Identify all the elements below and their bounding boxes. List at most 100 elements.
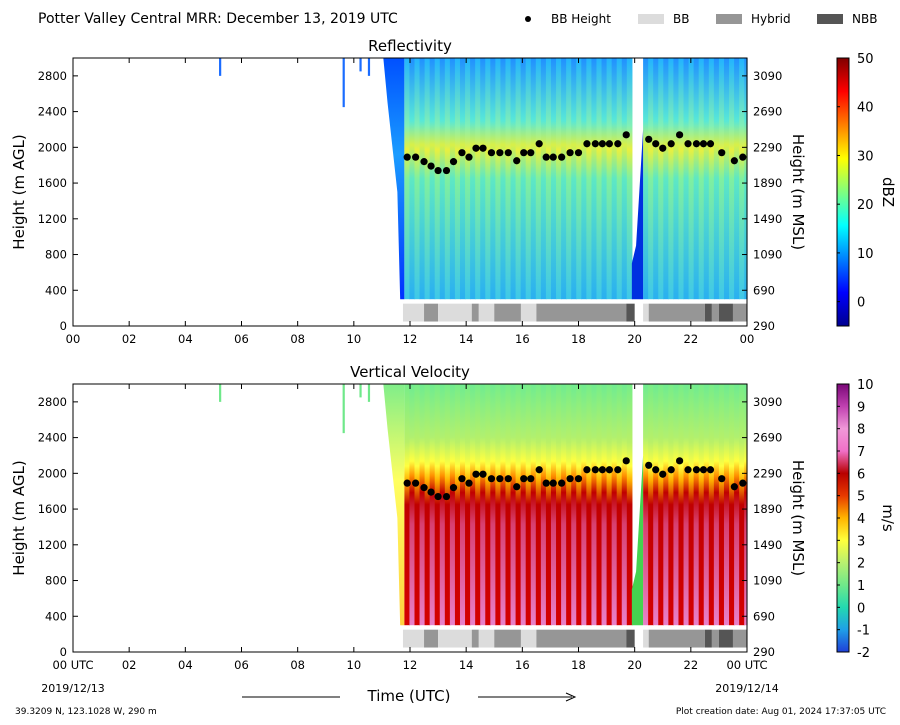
reflectivity-x-tick-label: 12 <box>403 332 418 346</box>
reflectivity-data-column <box>693 58 700 300</box>
reflectivity-bb-height-point <box>591 140 599 148</box>
velocity-bb-height-point <box>465 479 473 487</box>
reflectivity-data-column <box>434 58 441 300</box>
legend-bb-height-marker <box>525 16 531 22</box>
velocity-title: Vertical Velocity <box>350 363 470 381</box>
reflectivity-data-field <box>219 58 748 300</box>
reflectivity-x-tick-label: 10 <box>347 332 362 346</box>
reflectivity-bb-class-segment-hybrid <box>536 303 627 322</box>
reflectivity-data-column <box>718 58 725 300</box>
reflectivity-bb-class-segment-nbb <box>626 303 635 322</box>
figure-title: Potter Valley Central MRR: December 13, … <box>38 11 398 27</box>
reflectivity-data-column <box>566 58 572 300</box>
velocity-bb-height-point <box>659 470 667 478</box>
reflectivity-bb-height-point <box>605 140 613 148</box>
velocity-data-column <box>424 384 431 626</box>
velocity-y-axis-label: Height (m AGL) <box>10 460 28 575</box>
reflectivity-x-tick-label: 04 <box>178 332 193 346</box>
reflectivity-bb-height-point <box>403 153 411 161</box>
reflectivity-data-column <box>424 58 431 300</box>
reflectivity-data-column <box>419 58 426 300</box>
reflectivity-bb-height-point <box>472 144 480 152</box>
velocity-data-column <box>723 384 730 626</box>
velocity-bb-class-segment-nbb <box>718 629 733 648</box>
reflectivity-data-column <box>643 58 649 300</box>
velocity-data-column <box>739 384 745 626</box>
velocity-x-tick-label: 06 <box>234 658 249 672</box>
velocity-bb-height-point <box>427 488 435 496</box>
velocity-x-tick-label: 14 <box>459 658 474 672</box>
reflectivity-x-tick-label: 00 <box>740 332 755 346</box>
velocity-x-tick-label: 12 <box>403 658 418 672</box>
reflectivity-y2-tick-label: 2690 <box>753 105 782 119</box>
velocity-bb-height-point <box>520 475 528 483</box>
velocity-bb-height-point <box>652 466 660 474</box>
legend-nbb-label: NBB <box>852 12 877 26</box>
reflectivity-echo-streak <box>359 58 362 72</box>
velocity-bb-height-point <box>449 484 458 492</box>
reflectivity-bb-height-point <box>718 149 726 157</box>
reflectivity-y2-axis-label: Height (m MSL) <box>789 134 807 250</box>
reflectivity-y2-tick-label: 3090 <box>753 69 782 83</box>
reflectivity-data-column <box>439 58 446 300</box>
reflectivity-data-column <box>414 58 421 300</box>
time-arrow-head <box>565 692 577 702</box>
reflectivity-bb-height-point <box>659 144 667 152</box>
reflectivity-bb-height-point <box>676 131 684 139</box>
reflectivity-x-tick-label: 14 <box>459 332 474 346</box>
reflectivity-data-column <box>668 58 675 300</box>
reflectivity-y-axis-label: Height (m AGL) <box>10 134 28 249</box>
reflectivity-colorbar-tick-label: 0 <box>857 296 865 311</box>
reflectivity-bb-height-point <box>479 144 487 152</box>
velocity-data-column <box>419 384 426 626</box>
reflectivity-bb-height-series <box>403 131 747 175</box>
velocity-data-column <box>525 384 532 626</box>
legend-nbb-swatch <box>817 14 843 24</box>
velocity-data-column <box>439 384 446 626</box>
velocity-data-column <box>429 384 436 626</box>
reflectivity-data-column <box>653 58 659 300</box>
velocity-data-column <box>495 384 502 626</box>
velocity-y2-tick-label: 290 <box>753 645 775 659</box>
velocity-bb-height-point <box>645 461 653 469</box>
reflectivity-colorbar <box>836 57 850 327</box>
reflectivity-data-column <box>621 58 628 300</box>
reflectivity-y-tick-label: 2800 <box>38 69 67 83</box>
reflectivity-data-column <box>571 58 577 300</box>
velocity-data-column <box>520 384 527 626</box>
reflectivity-bb-height-point <box>449 158 458 166</box>
velocity-y2-tick-label: 3090 <box>753 395 782 409</box>
velocity-data-column <box>673 384 680 626</box>
velocity-data-column <box>465 384 471 626</box>
velocity-bb-height-point <box>583 466 591 474</box>
velocity-bb-height-point <box>676 457 684 465</box>
velocity-echo-streak <box>342 384 345 434</box>
velocity-bb-class-segment-hybrid <box>648 629 705 648</box>
reflectivity-bb-height-point <box>583 140 591 148</box>
velocity-x-tick-label: 08 <box>290 658 305 672</box>
reflectivity-data-column <box>550 58 557 300</box>
velocity-data-column <box>414 384 421 626</box>
reflectivity-data-column <box>616 58 623 300</box>
velocity-bb-height-point <box>574 475 583 483</box>
reflectivity-data-column <box>510 58 517 300</box>
velocity-echo-streak <box>219 384 222 402</box>
reflectivity-bb-height-point <box>706 140 715 148</box>
velocity-bb-height-point <box>622 457 630 465</box>
velocity-gap-fill <box>631 455 644 626</box>
velocity-data-column <box>449 384 456 626</box>
reflectivity-y2-tick-label: 690 <box>753 283 775 297</box>
velocity-bb-class-segment-bb <box>520 629 537 648</box>
reflectivity-x-tick-label: 18 <box>571 332 586 346</box>
reflectivity-x-tick-label: 22 <box>684 332 699 346</box>
reflectivity-data-column <box>500 58 507 300</box>
velocity-data-column <box>540 384 547 626</box>
reflectivity-y-tick-label: 800 <box>45 248 67 262</box>
velocity-data-column <box>515 384 522 626</box>
velocity-data-column <box>470 384 476 626</box>
reflectivity-data-column <box>495 58 502 300</box>
velocity-bb-class-segment-hybrid <box>732 629 747 648</box>
reflectivity-bb-height-point <box>487 149 496 157</box>
reflectivity-data-column <box>404 58 411 300</box>
